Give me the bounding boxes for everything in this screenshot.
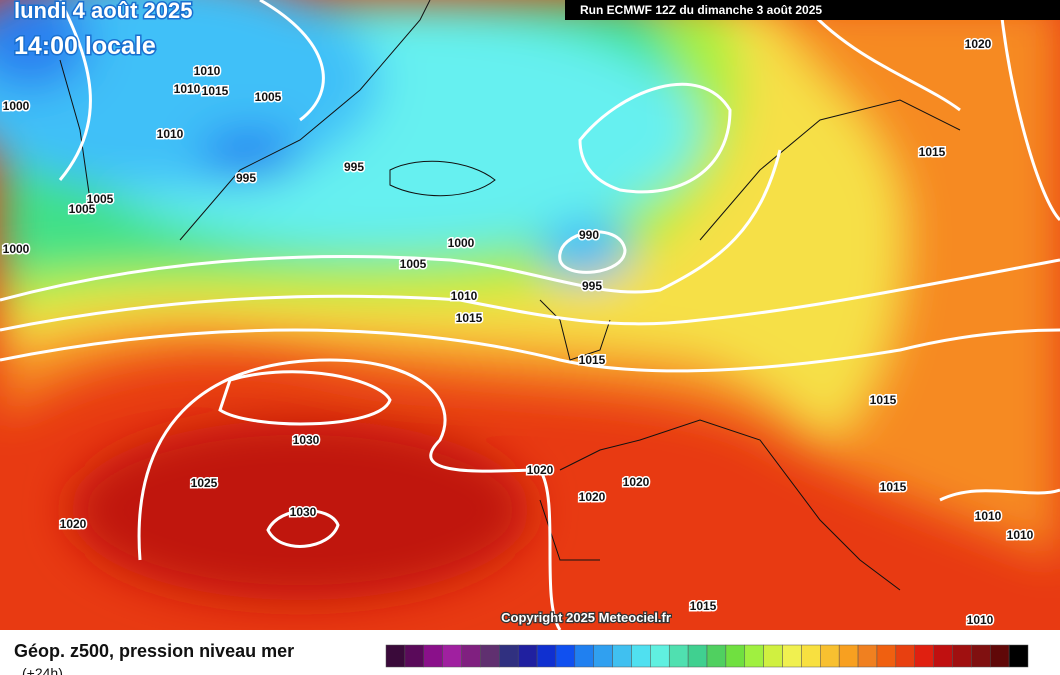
isobar-label: 1015 xyxy=(456,311,483,325)
color-swatch xyxy=(536,644,557,668)
color-swatch xyxy=(668,644,689,668)
isobar-label: 1020 xyxy=(623,475,650,489)
isobar-label: 1010 xyxy=(975,509,1002,523)
isobar-label: 995 xyxy=(236,171,256,185)
color-swatch xyxy=(555,644,576,668)
isobar-label: 1000 xyxy=(3,242,30,256)
color-swatch xyxy=(971,644,991,668)
isobar-label: 1025 xyxy=(191,476,218,490)
color-swatch xyxy=(989,644,1010,668)
legend-lead: (+24h) xyxy=(22,665,63,675)
coastlines xyxy=(59,0,961,591)
isobar-label: 1020 xyxy=(527,463,554,477)
color-swatch xyxy=(612,644,632,668)
color-swatch xyxy=(385,644,406,668)
color-swatch xyxy=(593,644,613,668)
isobar-label: 1015 xyxy=(919,145,946,159)
color-swatch xyxy=(895,644,915,668)
color-swatch xyxy=(423,644,443,668)
isobar-label: 1020 xyxy=(60,517,87,531)
color-swatch xyxy=(782,644,802,668)
isobar-label: 1000 xyxy=(3,99,30,113)
isobar-label: 1015 xyxy=(579,353,606,367)
isobar-label: 1015 xyxy=(690,599,717,613)
color-swatch xyxy=(914,644,934,668)
isobar-label: 1010 xyxy=(1007,528,1034,542)
color-swatch xyxy=(517,644,538,668)
isobar-label: 1005 xyxy=(69,202,96,216)
isobar-label: 995 xyxy=(582,279,602,293)
color-swatch xyxy=(574,644,594,668)
color-swatch xyxy=(952,644,972,668)
color-swatch xyxy=(763,644,783,668)
color-swatch xyxy=(801,644,821,668)
legend-title: Géop. z500, pression niveau mer xyxy=(14,641,294,661)
isobar-label: 990 xyxy=(579,228,599,242)
color-swatch xyxy=(480,644,500,668)
isobar-label: 1020 xyxy=(965,37,992,51)
isobar-label: 1020 xyxy=(579,490,606,504)
color-swatch xyxy=(706,644,727,668)
color-swatch xyxy=(687,644,708,668)
color-swatch xyxy=(857,644,878,668)
color-swatch xyxy=(404,644,425,668)
isobar-label: 1010 xyxy=(157,127,184,141)
color-scale xyxy=(385,644,1029,668)
forecast-time: 14:00 locale xyxy=(14,32,156,60)
run-info: Run ECMWF 12Z du dimanche 3 août 2025 xyxy=(580,3,822,17)
color-swatch xyxy=(876,644,897,668)
isobars xyxy=(0,0,1060,630)
color-swatch xyxy=(838,644,859,668)
color-swatch xyxy=(725,644,746,668)
isobar-label: 1010 xyxy=(967,613,994,627)
isobar-label: 1015 xyxy=(870,393,897,407)
color-swatch xyxy=(499,644,519,668)
copyright: Copyright 2025 Meteociel.fr xyxy=(501,610,671,625)
color-swatch xyxy=(650,644,670,668)
isobar-label: 1015 xyxy=(202,84,229,98)
isobar-label: 1005 xyxy=(400,257,427,271)
isobar-label: 1030 xyxy=(293,433,320,447)
color-swatch xyxy=(461,644,481,668)
isobar-label: 1000 xyxy=(448,236,475,250)
color-swatch xyxy=(933,644,953,668)
forecast-date: lundi 4 août 2025 xyxy=(14,0,193,23)
color-swatch xyxy=(820,644,840,668)
run-banner xyxy=(565,0,1060,20)
isobar-label: 1005 xyxy=(255,90,282,104)
color-swatch xyxy=(631,644,651,668)
isobar-label: 1010 xyxy=(451,289,478,303)
isobar-label: 1015 xyxy=(880,480,907,494)
isobar-label: 1030 xyxy=(290,505,317,519)
color-swatch xyxy=(442,644,462,668)
isobar-label: 1005 xyxy=(87,192,114,206)
isobar-label: 1010 xyxy=(194,64,221,78)
isobar-label: 995 xyxy=(344,160,364,174)
color-swatch xyxy=(1008,644,1029,668)
color-swatch xyxy=(744,644,764,668)
isobar-label: 1010 xyxy=(174,82,201,96)
